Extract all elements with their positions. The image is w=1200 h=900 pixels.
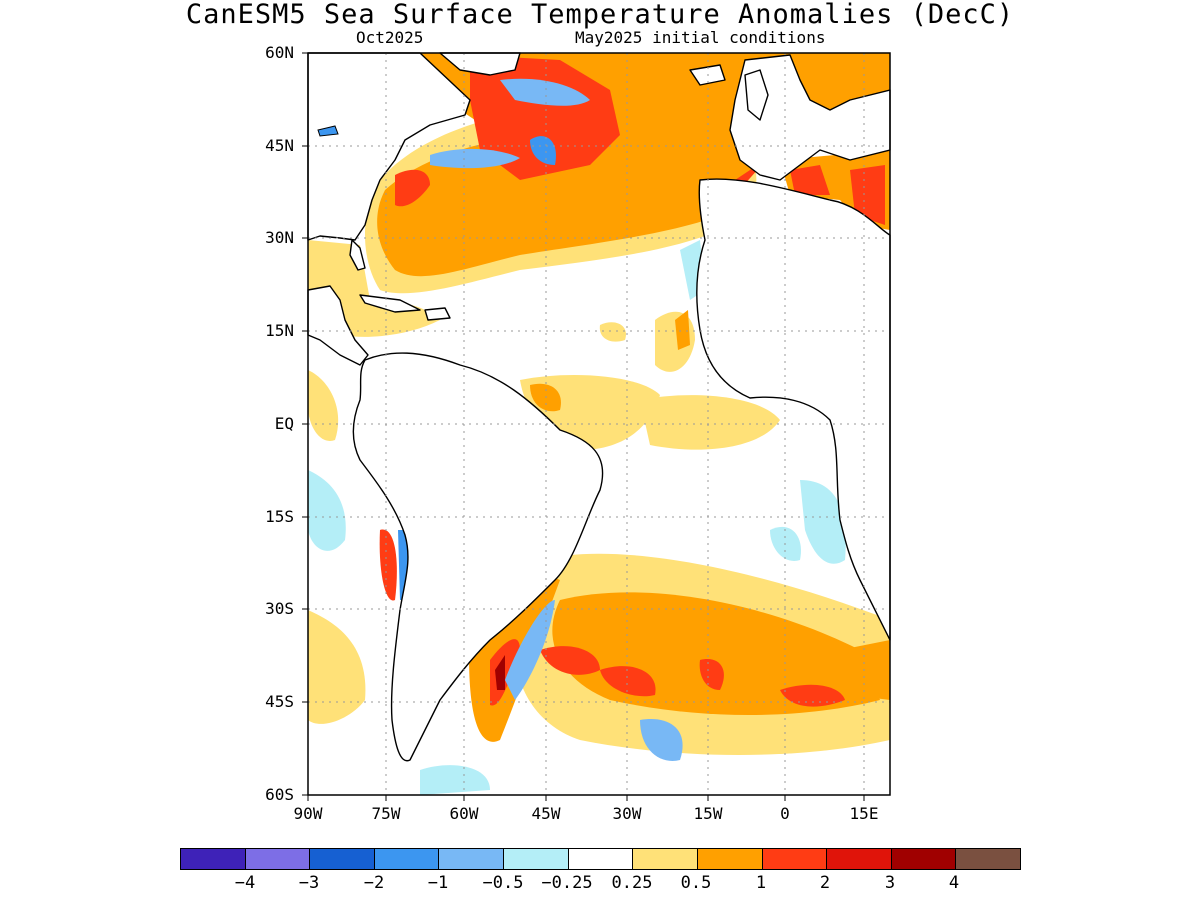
lon-label-45w: 45W xyxy=(531,804,561,823)
colorbar-label: −1 xyxy=(427,873,449,893)
colorbar-label: −3 xyxy=(298,873,320,893)
colorbar-label: −0.5 xyxy=(482,873,524,893)
colorbar-swatch xyxy=(632,848,698,870)
colorbar-swatch xyxy=(180,848,246,870)
colorbar-label: 3 xyxy=(884,873,896,893)
colorbar-swatch xyxy=(696,848,763,870)
anomaly-gulf-guinea xyxy=(599,322,626,342)
anomaly-tropical-east xyxy=(640,395,780,450)
colorbar-label: 0.5 xyxy=(680,873,712,893)
colorbar-swatch xyxy=(826,848,892,870)
anomaly-falklands-cool-2 xyxy=(640,719,683,761)
lon-label-60w: 60W xyxy=(449,804,479,823)
colorbar-swatch xyxy=(567,848,634,870)
lat-label-15n: 15N xyxy=(265,321,294,340)
anomaly-brazil-extreme xyxy=(495,655,505,690)
anomaly-south-atlantic-strong-1 xyxy=(540,646,600,675)
valid-month-label: Oct2025 xyxy=(356,28,424,47)
landmasses xyxy=(307,52,891,762)
lat-label-60n: 60N xyxy=(265,43,294,62)
cuba-land xyxy=(359,294,421,313)
colorbar-label: −0.25 xyxy=(541,873,593,893)
lat-label-45s: 45S xyxy=(265,692,294,711)
lat-label-60s: 60S xyxy=(265,785,294,804)
lon-label-15w: 15W xyxy=(693,804,723,823)
anomaly-europe-strong xyxy=(850,165,885,225)
anomaly-peru-strong xyxy=(379,529,397,601)
anomaly-pacific-south-warm xyxy=(308,610,366,724)
lat-label-30n: 30N xyxy=(265,228,294,247)
north-america-land xyxy=(307,52,471,241)
colorbar-swatch xyxy=(890,848,957,870)
colorbar-swatch xyxy=(955,848,1021,870)
axis-ticks xyxy=(302,52,865,801)
anomaly-falklands-cool xyxy=(505,600,555,700)
uk-land xyxy=(744,69,769,121)
anomaly-tropical-warm xyxy=(530,383,561,412)
south-america-land xyxy=(352,352,604,762)
colorbar-swatch xyxy=(244,848,311,870)
lat-label-15s: 15S xyxy=(265,507,294,526)
lon-label-15e: 15E xyxy=(849,804,879,823)
chart-title: CanESM5 Sea Surface Temperature Anomalie… xyxy=(185,0,1015,30)
anomaly-gulf-stream-cool xyxy=(500,78,590,106)
colorbar-label: −4 xyxy=(234,873,256,893)
colorbar-label: 4 xyxy=(948,873,960,893)
anomaly-mediterranean-strong xyxy=(790,165,830,195)
anomaly-south-atlantic-strong-2 xyxy=(600,666,656,697)
lat-label-eq: EQ xyxy=(274,414,294,433)
lon-label-90w: 90W xyxy=(293,804,323,823)
colorbar-swatch xyxy=(761,848,828,870)
colorbar-label: −2 xyxy=(363,873,385,893)
anomaly-pacific-cool xyxy=(308,470,346,551)
anomaly-gulf-stream-cool-2 xyxy=(430,148,520,169)
lon-label-75w: 75W xyxy=(371,804,401,823)
anomaly-south-atlantic-strong-3 xyxy=(780,684,845,707)
colorbar-swatch xyxy=(503,848,569,870)
lon-label-0: 0 xyxy=(780,804,790,823)
anomaly-us-coast-strong xyxy=(395,169,430,207)
great-lakes xyxy=(317,125,339,137)
central-america-land xyxy=(307,285,369,366)
lat-label-30s: 30S xyxy=(265,599,294,618)
lat-label-45n: 45N xyxy=(265,136,294,155)
colorbar-label: 0.25 xyxy=(611,873,653,893)
colorbar-swatch xyxy=(373,848,440,870)
colorbar-label: 1 xyxy=(755,873,767,893)
colorbar-swatch xyxy=(438,848,505,870)
colorbar-label: 2 xyxy=(819,873,831,893)
anomaly-west-africa-warm xyxy=(675,310,690,350)
anomaly-southeast-warm xyxy=(840,640,890,700)
colorbar-swatch xyxy=(309,848,375,870)
anomaly-south-atlantic-strong-4 xyxy=(699,659,724,690)
gridlines xyxy=(308,53,890,795)
europe-land xyxy=(729,54,891,181)
anomaly-angola-cool xyxy=(800,480,846,564)
initial-conditions-label: May2025 initial conditions xyxy=(575,28,826,47)
anomaly-gulf-stream-cool-3 xyxy=(530,136,556,165)
anomaly-pacific-tropical-warm xyxy=(308,370,339,441)
africa-land xyxy=(696,178,891,641)
anomaly-southern-cool xyxy=(420,765,490,795)
lon-label-30w: 30W xyxy=(612,804,642,823)
florida-land xyxy=(349,239,366,271)
hispaniola-land xyxy=(424,307,451,321)
